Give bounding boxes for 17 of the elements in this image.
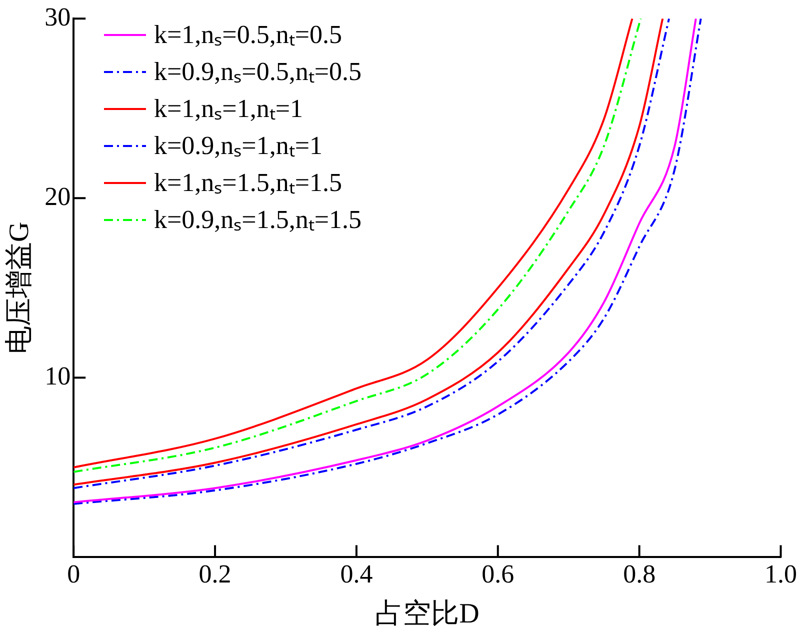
y-tick-label: 10 [44, 361, 71, 390]
y-tick-label: 30 [44, 2, 71, 32]
x-tick-label: 0 [67, 560, 80, 589]
legend-label: k=1,nₛ=0.5,nₜ=0.5 [154, 19, 342, 51]
legend-label: k=1,nₛ=1.5,nₜ=1.5 [154, 167, 342, 199]
legend-label: k=0.9,nₛ=0.5,nₜ=0.5 [154, 56, 362, 88]
y-axis-title: 电压增益G [4, 222, 36, 354]
legend-label: k=0.9,nₛ=1,nₜ=1 [154, 130, 322, 162]
legend-label: k=0.9,nₛ=1.5,nₜ=1.5 [154, 204, 362, 236]
x-tick-label: 0.4 [340, 560, 373, 589]
x-tick-label: 0.2 [198, 560, 232, 589]
x-tick-label: 0.8 [623, 560, 656, 589]
x-axis-title: 占空比D [375, 598, 480, 630]
x-tick-label: 0.6 [482, 560, 514, 589]
x-tick-label: 1.0 [764, 560, 797, 589]
y-tick-label: 20 [44, 182, 71, 211]
legend-label: k=1,nₛ=1,nₜ=1 [154, 93, 303, 125]
